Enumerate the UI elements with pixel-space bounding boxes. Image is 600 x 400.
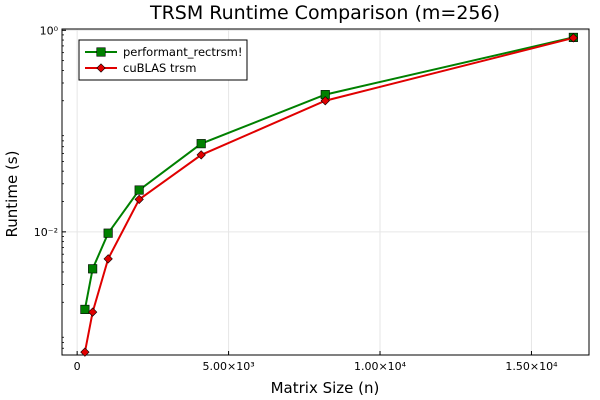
legend-marker <box>96 63 106 73</box>
legend-entry-label: performant_rectrsm! <box>123 45 242 59</box>
y-tick-label: 10⁻² <box>34 226 58 239</box>
legend-marker <box>96 47 106 57</box>
data-point <box>568 33 578 43</box>
data-point <box>88 264 98 274</box>
x-tick-label: 0 <box>74 360 81 373</box>
x-tick-label: 1.00×10⁴ <box>354 360 407 373</box>
data-point <box>103 228 113 238</box>
x-axis-label: Matrix Size (n) <box>271 379 380 397</box>
data-point <box>80 347 90 357</box>
y-axis-label: Runtime (s) <box>3 151 21 238</box>
x-tick-label: 5.00×10³ <box>203 360 255 373</box>
legend-box <box>78 39 248 81</box>
data-point <box>134 185 144 195</box>
data-point <box>88 307 98 317</box>
data-point <box>196 139 206 149</box>
legend-entry-label: cuBLAS trsm <box>123 61 196 75</box>
data-point <box>80 304 90 314</box>
plot-area-frame <box>61 28 590 356</box>
x-tick-label: 1.50×10⁴ <box>505 360 558 373</box>
data-point <box>320 96 330 106</box>
chart-title: TRSM Runtime Comparison (m=256) <box>149 2 500 24</box>
data-point <box>103 254 113 264</box>
data-point <box>134 194 144 205</box>
data-point <box>196 150 206 160</box>
series-cublas-trsm <box>80 33 578 357</box>
y-tick-label: 10⁰ <box>40 24 59 37</box>
